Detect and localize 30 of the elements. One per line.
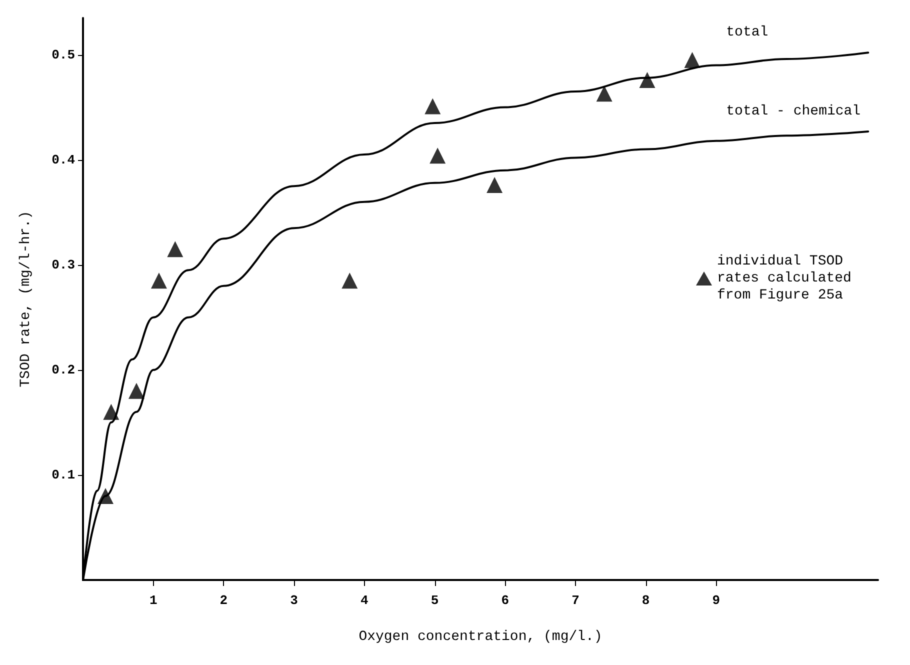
point	[103, 404, 120, 420]
y-tick-label: 0.3	[52, 257, 76, 272]
x-tick-label: 8	[642, 593, 650, 608]
y-tick-label: 0.1	[52, 467, 76, 482]
point	[430, 148, 446, 164]
point	[150, 272, 167, 289]
legend-label: individual TSOD rates calculated from Figure 25a	[717, 254, 860, 304]
x-tick-label: 2	[220, 593, 228, 608]
x-tick-label: 7	[572, 593, 580, 608]
y-tick-label: 0.5	[52, 47, 76, 62]
series-label: total	[726, 24, 768, 41]
point	[167, 241, 184, 258]
x-tick-label: 4	[360, 593, 369, 608]
point	[128, 382, 144, 399]
x-tick-label: 5	[430, 593, 439, 608]
point	[596, 86, 612, 102]
point	[342, 272, 358, 289]
x-tick-label: 3	[290, 593, 298, 608]
series-label: total - chemical	[726, 103, 861, 120]
x-axis-title: Oxygen concentration, (mg/l.)	[358, 629, 602, 645]
y-tick-label: 0.2	[52, 362, 76, 378]
x-tick-label: 6	[501, 593, 510, 608]
point	[424, 98, 441, 114]
point	[684, 52, 700, 68]
point	[486, 177, 503, 194]
y-tick-label: 0.4	[52, 152, 76, 168]
point	[639, 72, 656, 88]
y-axis-title: TSOD rate, (mg/l-hr.)	[18, 210, 34, 388]
x-tick-label: 9	[712, 593, 720, 608]
x-tick-label: 1	[149, 593, 158, 608]
